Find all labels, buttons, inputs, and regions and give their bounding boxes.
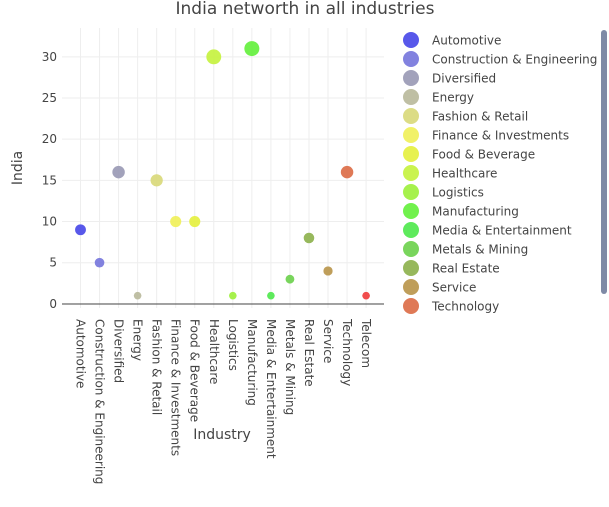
legend-item[interactable]: Food & Beverage <box>403 146 535 162</box>
y-tick-label: 0 <box>49 297 57 311</box>
legend-marker <box>403 260 419 276</box>
data-point[interactable] <box>150 174 163 187</box>
x-tick-label: Service <box>321 319 335 363</box>
legend-marker <box>403 165 419 181</box>
legend-marker <box>403 146 419 162</box>
data-point[interactable] <box>303 232 315 244</box>
data-point[interactable] <box>189 215 201 228</box>
legend-item[interactable]: Energy <box>403 89 474 105</box>
data-point[interactable] <box>340 165 354 179</box>
legend-marker <box>403 32 419 48</box>
legend-marker <box>403 70 419 86</box>
y-tick-label: 30 <box>42 50 57 64</box>
x-tick-label: Manufacturing <box>245 319 259 406</box>
legend-label: Service <box>432 281 476 295</box>
legend-marker <box>403 127 419 143</box>
data-point[interactable] <box>285 274 295 284</box>
legend-item[interactable]: Media & Entertainment <box>403 222 572 238</box>
legend[interactable]: Automotive Construction & Engineering Dive… <box>403 32 597 314</box>
data-point[interactable] <box>267 291 275 300</box>
legend-label: Diversified <box>432 72 496 86</box>
data-points <box>75 41 370 300</box>
x-tick-label: Logistics <box>226 319 240 371</box>
legend-label: Energy <box>432 91 474 105</box>
legend-item[interactable]: Manufacturing <box>403 203 519 219</box>
x-tick-label: Automotive <box>74 319 88 388</box>
x-tick-label: Media & Entertainment <box>264 319 278 459</box>
legend-marker <box>403 222 419 238</box>
data-point[interactable] <box>94 257 105 268</box>
x-axis-title: Industry <box>193 427 251 443</box>
data-point[interactable] <box>75 224 86 236</box>
legend-label: Finance & Investments <box>432 129 569 143</box>
legend-label: Media & Entertainment <box>432 224 572 238</box>
legend-marker <box>403 241 419 257</box>
data-point[interactable] <box>323 266 333 276</box>
legend-label: Manufacturing <box>432 205 519 219</box>
data-point[interactable] <box>362 291 370 300</box>
x-tick-label: Diversified <box>112 319 126 383</box>
gridlines <box>62 28 384 308</box>
data-point[interactable] <box>244 41 260 57</box>
chart-title: India networth in all industries <box>176 0 435 19</box>
data-point[interactable] <box>112 165 125 179</box>
x-tick-label: Real Estate <box>302 319 316 387</box>
legend-marker <box>403 279 419 295</box>
y-tick-label: 5 <box>49 256 57 270</box>
legend-label: Healthcare <box>432 167 497 181</box>
data-point[interactable] <box>170 215 182 228</box>
legend-label: Automotive <box>432 34 501 48</box>
legend-item[interactable]: Finance & Investments <box>403 127 569 143</box>
y-tick-label: 15 <box>42 173 57 187</box>
legend-label: Fashion & Retail <box>432 110 528 124</box>
legend-item[interactable]: Metals & Mining <box>403 241 528 257</box>
legend-item[interactable]: Logistics <box>403 184 484 200</box>
data-point[interactable] <box>133 291 142 300</box>
legend-item[interactable]: Healthcare <box>403 165 497 181</box>
legend-label: Technology <box>431 300 499 314</box>
legend-label: Food & Beverage <box>432 148 535 162</box>
legend-marker <box>403 184 419 200</box>
legend-label: Metals & Mining <box>432 243 528 257</box>
x-tick-label: Energy <box>131 319 145 361</box>
legend-label: Construction & Engineering <box>432 53 597 67</box>
x-tick-label: Finance & Investments <box>169 319 183 456</box>
x-tick-label: Healthcare <box>207 319 221 384</box>
x-tick-label: Construction & Engineering <box>93 319 107 484</box>
x-tick-labels: Automotive Construction & Engineering Dive… <box>74 318 374 484</box>
legend-item[interactable]: Real Estate <box>403 260 500 276</box>
legend-marker <box>403 298 419 314</box>
legend-label: Logistics <box>432 186 484 200</box>
legend-marker <box>403 108 419 124</box>
legend-marker <box>403 51 419 67</box>
legend-scrollbar[interactable] <box>601 30 607 294</box>
x-tick-label: Fashion & Retail <box>150 319 164 415</box>
y-tick-label: 20 <box>42 132 57 146</box>
x-tick-label: Telecom <box>359 318 373 368</box>
x-tick-label: Food & Beverage <box>188 319 202 422</box>
legend-item[interactable]: Automotive <box>403 32 501 48</box>
data-point[interactable] <box>229 291 237 300</box>
legend-item[interactable]: Technology <box>403 298 499 314</box>
legend-item[interactable]: Construction & Engineering <box>403 51 597 67</box>
data-point[interactable] <box>206 49 222 65</box>
y-tick-label: 25 <box>42 91 57 105</box>
legend-item[interactable]: Fashion & Retail <box>403 108 528 124</box>
y-axis-title: India <box>10 151 26 185</box>
legend-marker <box>403 89 419 105</box>
x-tick-label: Technology <box>340 318 354 386</box>
legend-label: Real Estate <box>432 262 500 276</box>
legend-item[interactable]: Diversified <box>403 70 496 86</box>
y-tick-labels: 0 5 10 15 20 25 30 <box>42 50 57 311</box>
legend-item[interactable]: Service <box>403 279 476 295</box>
legend-marker <box>403 203 419 219</box>
x-tick-label: Metals & Mining <box>283 319 297 415</box>
y-tick-label: 10 <box>42 215 57 229</box>
